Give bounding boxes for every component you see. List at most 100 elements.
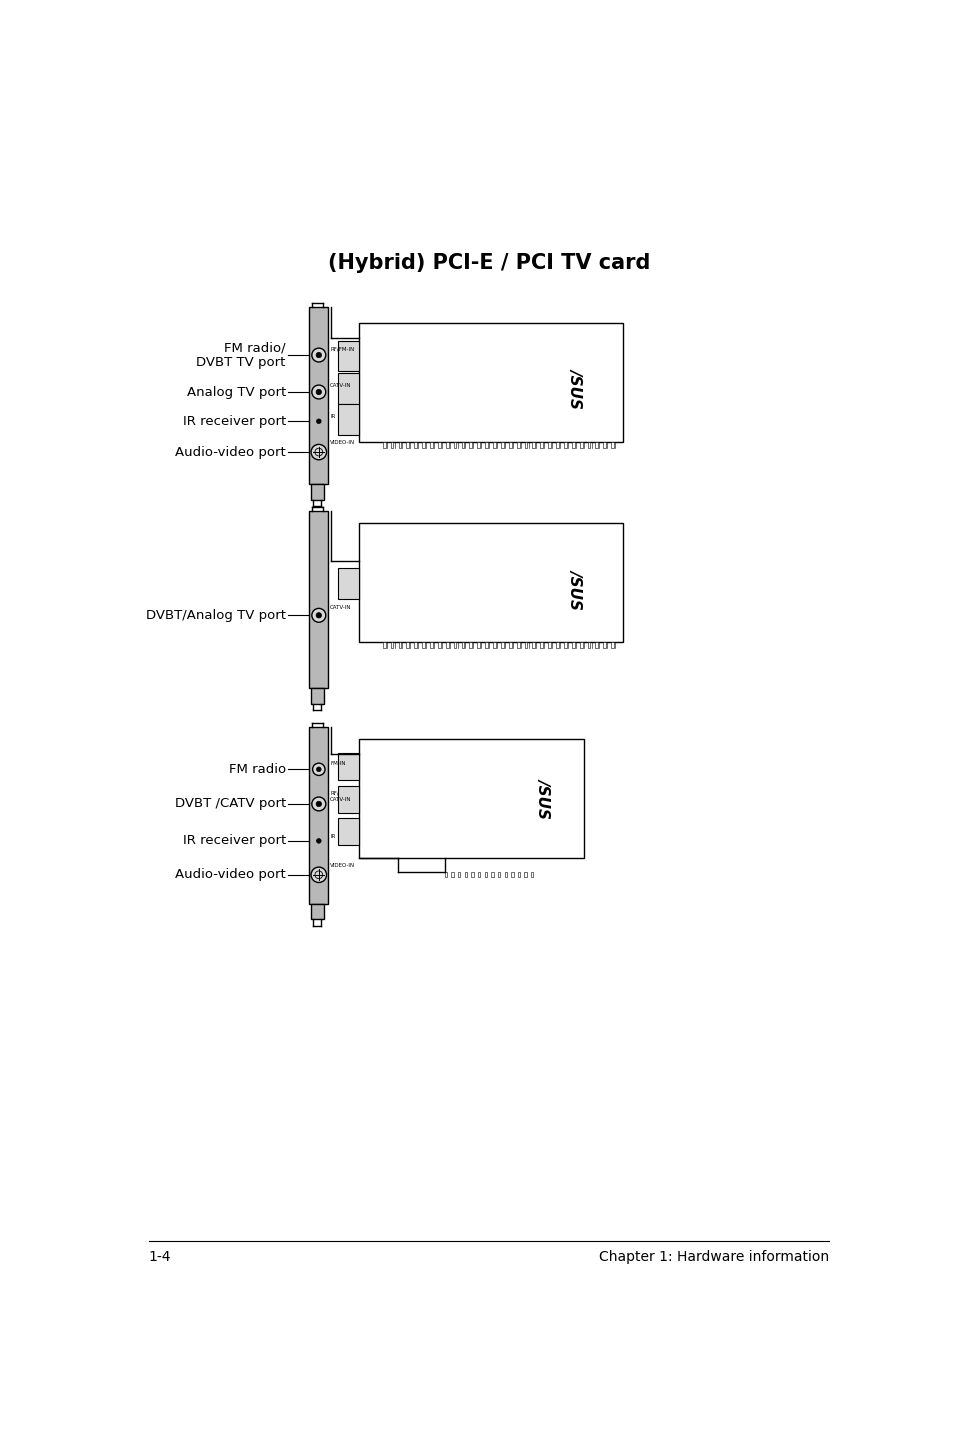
Bar	[309, 512, 328, 689]
Bar	[491, 871, 493, 877]
Bar	[471, 871, 474, 877]
Bar	[444, 871, 447, 877]
Bar	[398, 643, 401, 649]
Bar	[595, 441, 598, 449]
Text: IR: IR	[330, 834, 335, 838]
Bar	[563, 643, 566, 649]
Bar	[517, 871, 519, 877]
Bar	[464, 871, 467, 877]
Bar	[539, 441, 542, 449]
Bar	[454, 441, 456, 449]
Text: RF/
CATV-IN: RF/ CATV-IN	[330, 791, 352, 801]
Bar	[504, 871, 506, 877]
Text: IR: IR	[330, 414, 335, 418]
Bar	[430, 643, 433, 649]
Bar	[485, 643, 488, 649]
Bar	[517, 643, 519, 649]
Circle shape	[311, 444, 326, 460]
Bar	[457, 871, 460, 877]
Bar	[430, 441, 433, 449]
Bar	[337, 818, 359, 846]
Bar	[571, 643, 574, 649]
Bar	[524, 871, 526, 877]
Text: Audio-video port: Audio-video port	[175, 446, 286, 459]
Bar	[532, 441, 535, 449]
Bar	[484, 871, 486, 877]
Bar	[406, 441, 409, 449]
Bar	[500, 643, 503, 649]
Bar	[548, 441, 551, 449]
Bar	[406, 643, 409, 649]
Bar	[359, 523, 622, 643]
Bar	[359, 322, 622, 441]
Bar	[548, 643, 551, 649]
Bar	[337, 404, 359, 434]
Bar	[437, 643, 440, 649]
Text: FM-IN: FM-IN	[330, 761, 345, 765]
Bar	[337, 787, 359, 814]
Bar	[602, 643, 605, 649]
Circle shape	[312, 348, 325, 362]
Bar	[382, 643, 385, 649]
Bar	[469, 643, 472, 649]
Bar	[422, 441, 424, 449]
Bar	[445, 643, 448, 649]
Circle shape	[314, 449, 322, 456]
Bar	[579, 441, 582, 449]
Text: /SUS: /SUS	[536, 778, 551, 818]
Text: Analog TV port: Analog TV port	[187, 385, 286, 398]
Bar	[445, 441, 448, 449]
Bar	[311, 485, 323, 500]
Bar	[524, 643, 527, 649]
Bar	[539, 643, 542, 649]
Bar	[309, 308, 328, 485]
Bar	[454, 643, 456, 649]
Bar	[390, 441, 393, 449]
Bar	[337, 341, 359, 371]
Bar	[337, 568, 359, 600]
Text: CATV-IN: CATV-IN	[330, 384, 352, 388]
Text: RF/FM-IN: RF/FM-IN	[330, 347, 354, 351]
Bar	[556, 441, 558, 449]
Text: DVBT/Analog TV port: DVBT/Analog TV port	[146, 608, 286, 621]
Bar	[563, 441, 566, 449]
Text: (Hybrid) PCI-E / PCI TV card: (Hybrid) PCI-E / PCI TV card	[328, 253, 649, 273]
Bar	[451, 871, 454, 877]
Bar	[508, 643, 511, 649]
Bar	[359, 739, 583, 858]
Bar	[309, 728, 328, 905]
Text: /SUS: /SUS	[567, 368, 582, 408]
Text: VIDEO-IN: VIDEO-IN	[330, 440, 355, 446]
Bar	[532, 643, 535, 649]
Bar	[587, 441, 590, 449]
Circle shape	[312, 797, 325, 811]
Text: 1-4: 1-4	[149, 1250, 171, 1264]
Bar	[461, 441, 464, 449]
Bar	[508, 441, 511, 449]
Bar	[602, 441, 605, 449]
Circle shape	[316, 766, 321, 772]
Text: Chapter 1: Hardware information: Chapter 1: Hardware information	[598, 1250, 828, 1264]
Text: VIDEO-IN: VIDEO-IN	[330, 863, 355, 869]
Circle shape	[316, 418, 321, 424]
Bar	[437, 441, 440, 449]
Bar	[311, 689, 323, 703]
Circle shape	[315, 613, 321, 618]
Bar	[500, 441, 503, 449]
Bar	[579, 643, 582, 649]
Text: DVBT /CATV port: DVBT /CATV port	[174, 798, 286, 811]
Bar	[337, 754, 359, 779]
Bar	[611, 441, 614, 449]
Bar	[531, 871, 533, 877]
Bar	[476, 441, 479, 449]
Bar	[477, 871, 480, 877]
Text: /SUS: /SUS	[567, 568, 582, 608]
Bar	[493, 643, 496, 649]
Bar	[611, 643, 614, 649]
Bar	[414, 643, 416, 649]
Circle shape	[315, 801, 321, 807]
Bar	[382, 441, 385, 449]
Text: FM radio: FM radio	[229, 762, 286, 777]
Bar	[337, 372, 359, 404]
Circle shape	[312, 385, 325, 398]
